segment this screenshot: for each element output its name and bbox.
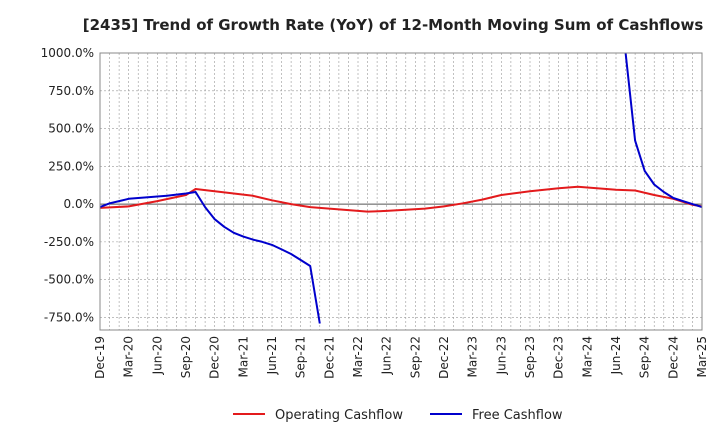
x-tick-label: Sep-23 bbox=[523, 336, 537, 378]
chart-title: [2435] Trend of Growth Rate (YoY) of 12-… bbox=[83, 16, 704, 34]
series-line bbox=[100, 185, 702, 213]
x-tick-label: Mar-23 bbox=[466, 336, 480, 377]
legend-label: Free Cashflow bbox=[472, 408, 563, 423]
x-tick-label: Sep-20 bbox=[179, 336, 193, 378]
series-lines bbox=[100, 53, 702, 324]
x-tick-label: Sep-24 bbox=[638, 336, 652, 378]
x-tick-label: Jun-21 bbox=[265, 336, 279, 375]
x-tick-label: Sep-22 bbox=[408, 336, 422, 378]
y-tick-label: 1000.0% bbox=[41, 46, 94, 60]
y-tick-label: 0.0% bbox=[64, 197, 95, 211]
x-tick-label: Jun-20 bbox=[150, 336, 164, 375]
x-tick-label: Jun-23 bbox=[494, 336, 508, 375]
legend-label: Operating Cashflow bbox=[275, 408, 403, 423]
x-tick-label: Mar-25 bbox=[695, 336, 709, 377]
x-tick-label: Jun-22 bbox=[380, 336, 394, 375]
y-tick-label: -750.0% bbox=[44, 310, 94, 324]
series-line bbox=[100, 191, 321, 324]
y-tick-label: 500.0% bbox=[48, 122, 94, 136]
legend: Operating Cashflow Free Cashflow bbox=[233, 408, 563, 423]
x-tick-label: Dec-20 bbox=[208, 336, 222, 379]
x-tick-label: Mar-21 bbox=[236, 336, 250, 377]
x-tick-label: Dec-23 bbox=[552, 336, 566, 379]
x-tick-label: Dec-19 bbox=[93, 336, 107, 379]
series-line bbox=[624, 53, 702, 209]
plot-border bbox=[99, 52, 703, 331]
x-tick-label: Mar-20 bbox=[122, 336, 136, 377]
y-tick-label: 250.0% bbox=[48, 159, 94, 173]
y-tick-label: 750.0% bbox=[48, 84, 94, 98]
y-tick-label: -500.0% bbox=[44, 273, 94, 287]
x-tick-label: Dec-21 bbox=[322, 336, 336, 379]
x-tick-label: Sep-21 bbox=[294, 336, 308, 378]
y-tick-label: -250.0% bbox=[44, 235, 94, 249]
grid bbox=[99, 52, 703, 330]
y-axis: 1000.0% 750.0% 500.0% 250.0% 0.0% -250.0% -500… bbox=[41, 46, 94, 324]
x-tick-label: Mar-24 bbox=[580, 336, 594, 377]
x-tick-label: Dec-24 bbox=[666, 336, 680, 379]
x-tick-label: Dec-22 bbox=[437, 336, 451, 379]
x-tick-label: Mar-22 bbox=[351, 336, 365, 377]
x-tick-label: Jun-24 bbox=[609, 336, 623, 375]
x-axis: Dec-19 Mar-20 Jun-20 Sep-20 Dec-20 Mar-21 Jun-… bbox=[93, 336, 709, 379]
